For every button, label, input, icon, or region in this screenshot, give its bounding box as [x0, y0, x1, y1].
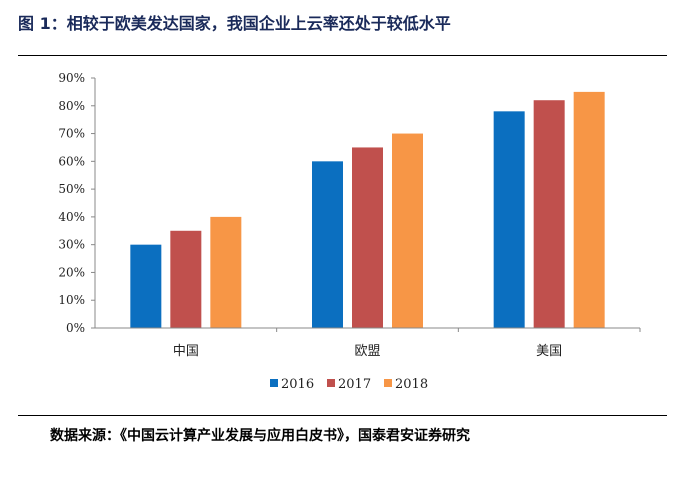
- y-tick-label: 50%: [58, 182, 85, 196]
- bar-2018-2: [573, 91, 605, 328]
- bar-2017-0: [170, 230, 202, 328]
- legend-swatch-2016: [270, 379, 278, 387]
- x-tick-label: 欧盟: [354, 344, 380, 359]
- bar-2017-2: [533, 100, 565, 328]
- bar-2016-1: [312, 161, 343, 328]
- legend-label-2018: 2018: [395, 377, 428, 392]
- top-divider: [18, 55, 667, 56]
- bar-chart: 0% 10% 20% 30% 40% 50% 60% 70% 80% 90% 中国 欧盟 美国 201…: [58, 71, 641, 392]
- legend-label-2017: 2017: [338, 377, 371, 392]
- bottom-divider: [18, 415, 667, 416]
- x-axis: 中国 欧盟 美国: [95, 327, 641, 359]
- y-tick-label: 10%: [58, 293, 85, 307]
- y-tick-label: 20%: [58, 265, 85, 279]
- x-tick-label: 美国: [536, 344, 562, 359]
- y-tick-label: 0%: [66, 321, 85, 335]
- y-tick-label: 60%: [58, 154, 85, 168]
- bar-group: [130, 91, 605, 328]
- y-axis: 0% 10% 20% 30% 40% 50% 60% 70% 80% 90%: [58, 71, 96, 335]
- legend-label-2016: 2016: [281, 377, 314, 392]
- y-tick-label: 80%: [58, 99, 85, 113]
- y-tick-label: 90%: [58, 71, 85, 85]
- figure-title: 图 1：相较于欧美发达国家，我国企业上云率还处于较低水平: [18, 14, 451, 33]
- legend: 2016 2017 2018: [270, 377, 428, 392]
- bar-2016-0: [130, 244, 162, 328]
- legend-swatch-2017: [327, 379, 335, 387]
- source-note: 数据来源：《中国云计算产业发展与应用白皮书》，国泰君安证券研究: [50, 428, 470, 444]
- bar-2018-1: [392, 133, 423, 328]
- bar-2018-0: [210, 216, 242, 328]
- x-tick-label: 中国: [173, 344, 199, 359]
- y-tick-label: 30%: [58, 238, 85, 252]
- legend-swatch-2018: [384, 379, 392, 387]
- y-tick-label: 70%: [58, 127, 85, 141]
- bar-2016-2: [493, 111, 525, 328]
- y-tick-label: 40%: [58, 210, 85, 224]
- bar-2017-1: [352, 147, 383, 328]
